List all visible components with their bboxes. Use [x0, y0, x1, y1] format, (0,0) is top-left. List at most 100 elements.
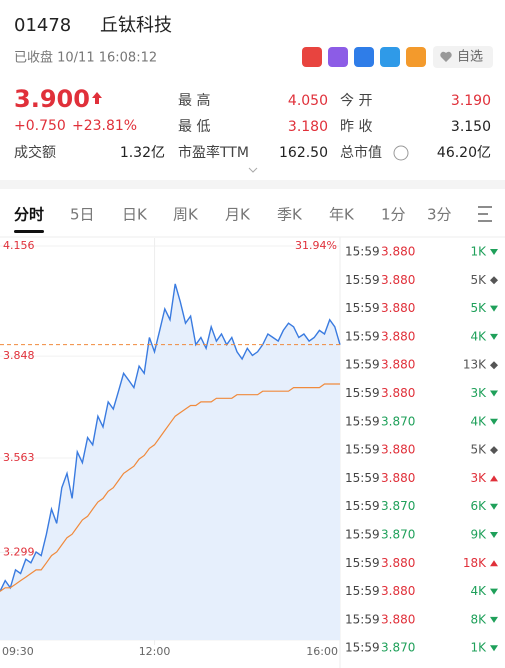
- trade-volume: 18K: [463, 556, 487, 570]
- trade-direction: [490, 532, 498, 538]
- trade-direction: [490, 390, 498, 397]
- trade-volume: 5K: [470, 443, 487, 457]
- series-line: [0, 383, 340, 592]
- stat-value: 3.180: [288, 119, 328, 135]
- trade-volume: 4K: [470, 329, 487, 343]
- stat-label: 最 高: [178, 92, 210, 109]
- trade-price: 3.880: [381, 386, 415, 400]
- trade-price: 3.870: [381, 641, 415, 655]
- tab[interactable]: 日K: [122, 206, 148, 224]
- trade-volume: 6K: [470, 499, 487, 513]
- y-tick-label: 3.563: [3, 451, 35, 464]
- area-fill: [0, 283, 340, 640]
- trade-volume: 1K: [470, 641, 487, 655]
- tab[interactable]: 年K: [329, 206, 355, 224]
- trade-time: 15:59: [345, 329, 380, 343]
- trade-price: 3.880: [381, 612, 415, 626]
- stat-label: 成交额: [14, 144, 56, 161]
- trade-direction: [490, 560, 498, 567]
- trade-volume: 4K: [470, 584, 487, 598]
- trade-direction: [490, 616, 498, 623]
- trade-direction: [490, 588, 498, 595]
- watch-label: 自选: [457, 50, 483, 65]
- stat-label: 总市值: [340, 144, 382, 161]
- trade-price: 3.870: [381, 414, 415, 428]
- x-tick-label: 12:00: [139, 645, 171, 658]
- trade-volume: 1K: [470, 245, 487, 259]
- stat-value: 162.50: [279, 145, 328, 161]
- trade-price: 3.880: [381, 584, 415, 598]
- trade-time: 15:59: [345, 245, 380, 259]
- trade-time: 15:59: [345, 641, 380, 655]
- stat-label: 今 开: [340, 93, 372, 109]
- trade-price: 3.880: [381, 273, 415, 287]
- tab[interactable]: 月K: [225, 206, 251, 224]
- trade-price: 3.880: [381, 329, 415, 343]
- stat-value: 3.150: [451, 119, 491, 135]
- series-line: [0, 283, 341, 592]
- stat-value: 46.20亿: [437, 145, 491, 161]
- stat-value: 4.050: [288, 93, 328, 109]
- trade-volume: 13K: [463, 358, 487, 372]
- trade-time: 15:59: [345, 358, 380, 372]
- status: 已收盘 10/11 16:08:12: [14, 50, 157, 66]
- change-pct: +23.81%: [72, 118, 137, 134]
- settings-icon[interactable]: [478, 206, 492, 222]
- y-tick-label: 3.299: [3, 545, 35, 558]
- trade-price: 3.870: [381, 499, 415, 513]
- trade-price: 3.880: [381, 471, 415, 485]
- trade-direction: [490, 418, 498, 425]
- trade-price: 3.880: [381, 358, 415, 372]
- trade-time: 15:59: [345, 471, 380, 485]
- trade-volume: 3K: [470, 386, 487, 400]
- tab[interactable]: 3分: [427, 206, 452, 224]
- trade-time: 15:59: [345, 273, 380, 287]
- stock-code: 01478: [14, 15, 71, 36]
- stat-value: 1.32亿: [120, 145, 165, 161]
- trade-price: 3.880: [381, 556, 415, 570]
- trade-direction: [490, 249, 498, 255]
- trade-volume: 3K: [470, 471, 487, 485]
- trade-volume: 9K: [470, 528, 487, 542]
- tab[interactable]: 1分: [381, 206, 406, 224]
- trade-time: 15:59: [345, 499, 380, 513]
- tab[interactable]: 季K: [277, 206, 303, 224]
- stat-label: 市盈率TTM: [178, 144, 249, 161]
- y2-tick-label: 31.94%: [295, 239, 337, 252]
- x-tick-label: 09:30: [2, 645, 34, 658]
- market-icons: [302, 47, 426, 67]
- separator: [0, 180, 505, 189]
- tab[interactable]: 5日: [70, 206, 95, 224]
- heart-icon: [440, 51, 452, 62]
- y-tick-label: 3.848: [3, 349, 35, 362]
- trade-time: 15:59: [345, 528, 380, 542]
- expand-chevron[interactable]: [248, 167, 258, 173]
- info-icon[interactable]: [393, 145, 409, 161]
- stat-label: 最 低: [178, 119, 210, 135]
- trade-price: 3.870: [381, 528, 415, 542]
- trade-time: 15:59: [345, 301, 380, 315]
- trade-direction: [490, 645, 498, 652]
- trade-time: 15:59: [345, 556, 380, 570]
- trade-direction: [490, 333, 498, 340]
- trade-direction: [490, 305, 498, 312]
- x-tick-label: 16:00: [306, 645, 338, 658]
- tab-underline: [14, 230, 44, 233]
- up-arrow: [92, 92, 102, 104]
- trade-volume: 8K: [470, 612, 487, 626]
- tab[interactable]: 分时: [14, 206, 44, 224]
- trade-time: 15:59: [345, 443, 380, 457]
- trade-time: 15:59: [345, 584, 380, 598]
- y-tick-label: 4.156: [3, 239, 35, 252]
- trade-volume: 5K: [470, 301, 487, 315]
- watch-button[interactable]: [433, 46, 493, 68]
- trade-direction: [490, 503, 498, 510]
- stock-name: 丘钛科技: [100, 15, 172, 36]
- trade-price: 3.880: [381, 443, 415, 457]
- trade-direction: [490, 361, 498, 370]
- tab[interactable]: 周K: [173, 206, 199, 224]
- change: +0.750: [14, 118, 66, 134]
- trade-direction: [490, 475, 498, 482]
